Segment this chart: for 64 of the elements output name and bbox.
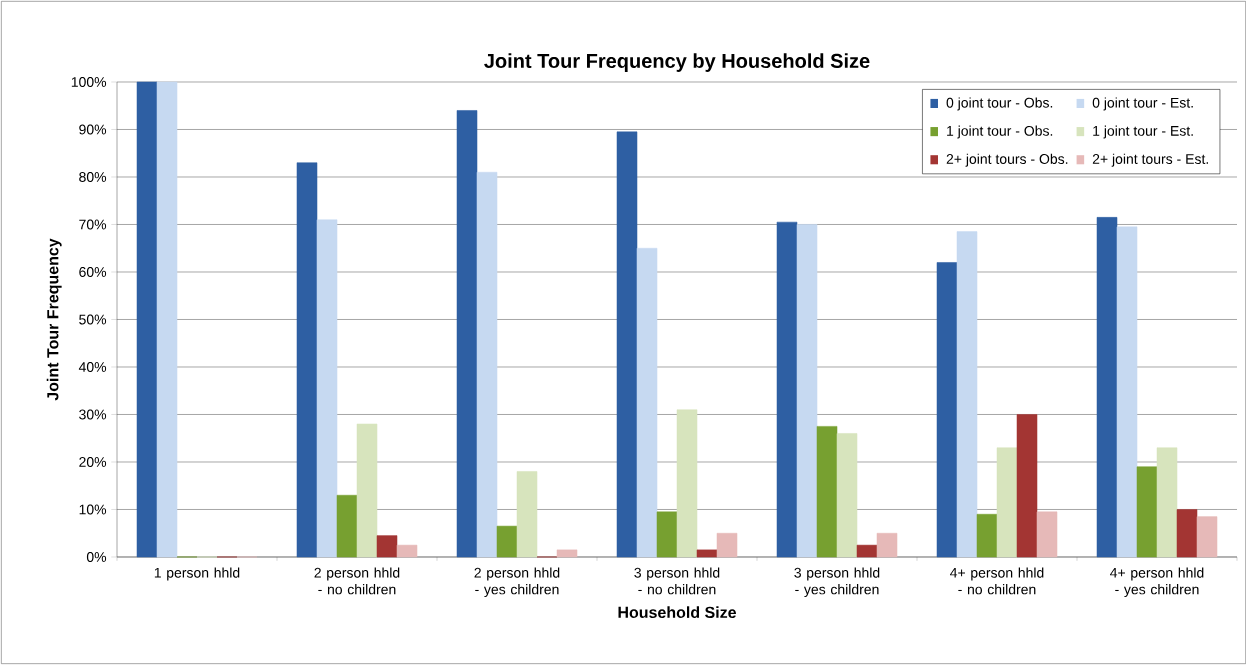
bar bbox=[796, 224, 818, 558]
bar bbox=[396, 544, 418, 558]
y-tick-label: 10% bbox=[79, 504, 107, 515]
bar bbox=[1196, 516, 1218, 558]
bar bbox=[616, 131, 638, 558]
bar bbox=[1176, 509, 1198, 558]
bar bbox=[1036, 511, 1058, 558]
bar bbox=[1116, 226, 1138, 558]
x-tick-label: 4+ person hhld - yes children bbox=[1110, 567, 1204, 598]
bar bbox=[696, 549, 718, 558]
legend-label: 2+ joint tours - Est. bbox=[1092, 153, 1208, 167]
y-axis-title: Joint Tour Frequency bbox=[46, 238, 62, 401]
y-tick-label: 70% bbox=[79, 219, 107, 230]
bar bbox=[816, 426, 838, 558]
x-tick-label: 4+ person hhld - no children bbox=[950, 567, 1044, 595]
bar bbox=[936, 262, 958, 558]
legend-label: 1 joint tour - Obs. bbox=[947, 125, 1053, 139]
bar bbox=[1096, 217, 1118, 558]
bar bbox=[656, 511, 678, 558]
y-tick-label: 20% bbox=[79, 457, 107, 467]
bar bbox=[336, 494, 358, 558]
legend-label: 0 joint tour - Obs. bbox=[946, 97, 1053, 111]
y-tick-label: 90% bbox=[79, 124, 107, 135]
x-tick-label: 3 person hhld - yes children bbox=[794, 567, 880, 598]
bar bbox=[976, 513, 998, 558]
bar bbox=[1156, 447, 1178, 558]
bar bbox=[476, 171, 498, 558]
bar bbox=[996, 447, 1018, 558]
bar bbox=[496, 525, 518, 558]
bar bbox=[676, 409, 698, 558]
bar bbox=[856, 544, 878, 558]
x-tick-label: 2 person hhld - yes children bbox=[474, 567, 560, 598]
bar bbox=[376, 535, 398, 558]
bar bbox=[296, 162, 318, 558]
bar bbox=[1016, 414, 1038, 558]
bar bbox=[956, 231, 978, 558]
chart-title: Joint Tour Frequency by Household Size bbox=[484, 53, 870, 72]
x-axis-title: Household Size bbox=[618, 606, 737, 619]
y-tick-label: 100% bbox=[71, 77, 107, 87]
y-tick-label: 0% bbox=[86, 552, 107, 562]
legend-label: 2+ joint tours - Obs. bbox=[946, 153, 1068, 167]
bar bbox=[156, 81, 178, 558]
bar bbox=[776, 221, 798, 558]
legend-label: 0 joint tour - Est. bbox=[1092, 97, 1193, 111]
x-tick-label: 3 person hhld - no children bbox=[634, 567, 720, 595]
x-tick-label: 2 person hhld - no children bbox=[314, 567, 400, 595]
bar bbox=[636, 247, 658, 558]
bar bbox=[136, 81, 158, 558]
y-tick-label: 60% bbox=[79, 267, 107, 277]
bar bbox=[836, 433, 858, 558]
bar bbox=[316, 219, 338, 558]
bar bbox=[876, 532, 898, 558]
legend-label: 1 joint tour - Est. bbox=[1093, 125, 1193, 139]
x-tick-label: 1 person hhld bbox=[154, 567, 240, 581]
bar bbox=[456, 110, 478, 558]
y-tick-label: 40% bbox=[78, 362, 107, 372]
bar bbox=[356, 423, 378, 558]
bar bbox=[556, 549, 578, 558]
y-tick-label: 80% bbox=[79, 172, 107, 182]
bar bbox=[716, 532, 738, 558]
bar bbox=[1136, 466, 1158, 558]
bar bbox=[516, 471, 538, 558]
y-tick-label: 30% bbox=[79, 409, 107, 420]
y-tick-label: 50% bbox=[79, 314, 107, 325]
